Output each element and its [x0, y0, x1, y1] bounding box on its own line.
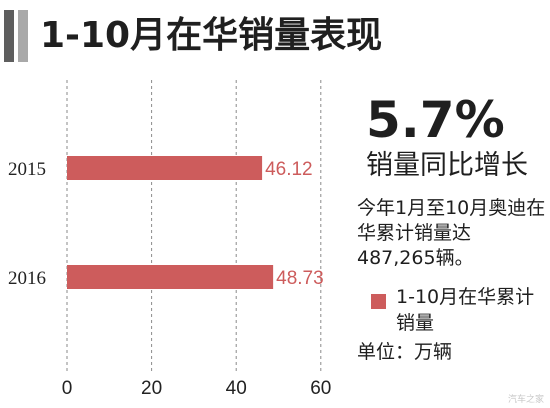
- growth-label: 销量同比增长: [366, 150, 528, 181]
- x-tick-label: 40: [226, 378, 247, 399]
- sales-note: 今年1月至10月奥迪在华累计销量达487,265辆。: [357, 197, 546, 269]
- x-tick-label: 20: [141, 378, 162, 399]
- legend-swatch: [371, 294, 386, 309]
- bar-2016: [67, 265, 274, 289]
- watermark: 汽车之家: [508, 395, 545, 405]
- bar-2015: [67, 156, 263, 180]
- category-label: 2016: [8, 268, 46, 289]
- legend-label: 1-10月在华累计销量: [396, 286, 535, 334]
- header-accent-dark: [4, 10, 14, 62]
- category-label: 2015: [8, 159, 46, 180]
- unit-label: 单位：万辆: [357, 341, 453, 363]
- data-label: 48.73: [276, 268, 324, 289]
- header-accent-light: [18, 10, 28, 62]
- growth-percent: 5.7%: [366, 91, 505, 149]
- x-tick-label: 60: [310, 378, 331, 399]
- x-tick-label: 0: [62, 378, 73, 399]
- page-title: 1-10月在华销量表现: [40, 15, 383, 56]
- sales-bar-chart: 0 20 40 60 2015 46.12 2016 48.73: [8, 80, 331, 399]
- data-label: 46.12: [265, 159, 313, 180]
